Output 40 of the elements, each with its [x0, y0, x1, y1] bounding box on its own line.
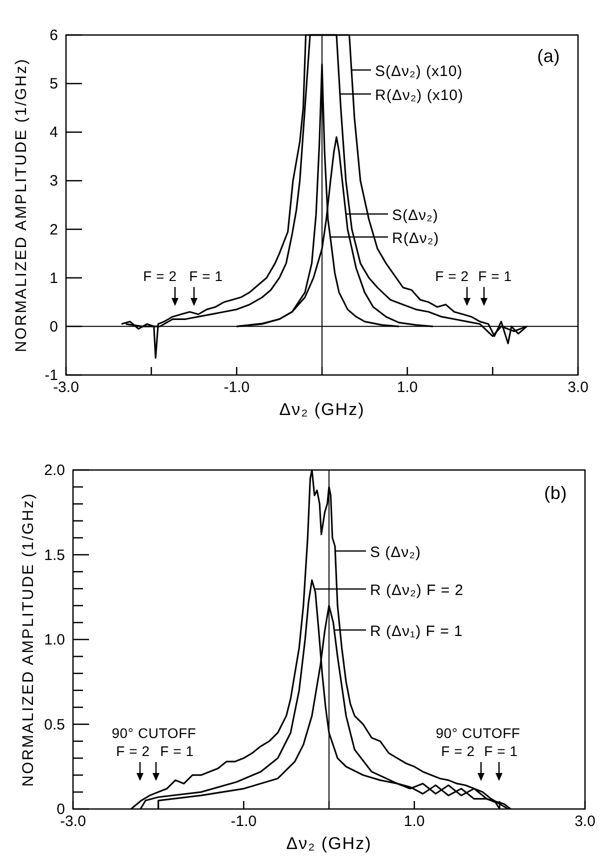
y-tick-label: 6: [50, 27, 58, 44]
annotation: F = 1: [189, 268, 223, 284]
x-axis-title: Δν₂ (GHz): [279, 400, 365, 419]
annotation: F = 2: [435, 268, 469, 284]
x-tick-label: 3.0: [568, 379, 588, 396]
x-axis-title: Δν₂ (GHz): [286, 834, 372, 853]
annotation: 90° CUTOFF: [436, 725, 520, 741]
legend-label: R (Δν₂) F = 2: [370, 582, 464, 599]
y-tick-label: 1.5: [44, 546, 65, 564]
x-tick-label: 1.0: [396, 379, 418, 396]
y-tick-label: 5: [50, 76, 58, 93]
y-tick-label: 1.0: [44, 632, 65, 648]
y-tick-label: 2.0: [44, 462, 65, 479]
annotation: F = 2: [441, 743, 475, 759]
x-tick-label: -1.0: [230, 813, 257, 830]
y-axis-title: NORMALIZED AMPLITUDE (1/GHz): [13, 58, 30, 352]
legend-label: S(Δν₂): [392, 207, 438, 224]
x-tick-label: -1.0: [224, 379, 250, 396]
annotation: (b): [544, 483, 567, 503]
y-tick-label: 1: [50, 270, 58, 287]
annotation: F = 2: [143, 268, 177, 284]
legend-label: R(Δν₂): [392, 230, 440, 247]
annotation: 90° CUTOFF: [112, 725, 196, 741]
x-tick-label: 1.0: [404, 813, 425, 830]
y-tick-label: 4: [50, 124, 58, 142]
y-tick-label: 0.5: [44, 716, 65, 734]
annotation: F = 1: [484, 743, 518, 759]
annotation: F = 1: [160, 743, 194, 759]
legend-label: S(Δν₂) (x10): [375, 63, 463, 80]
legend-label: R(Δν₂) (x10): [375, 87, 464, 104]
x-tick-label: 3.0: [574, 813, 596, 830]
annotation: F = 2: [116, 743, 150, 759]
y-tick-label: 2: [50, 221, 58, 238]
y-tick-label: 3: [50, 172, 58, 190]
legend-label: R (Δν₁) F = 1: [370, 623, 463, 640]
y-axis-title: NORMALIZED AMPLITUDE (1/GHz): [20, 492, 37, 787]
legend-label: S (Δν₂): [370, 544, 422, 561]
annotation: F = 1: [478, 268, 512, 284]
annotation: (a): [537, 46, 560, 66]
y-tick-label: 0: [50, 318, 58, 336]
